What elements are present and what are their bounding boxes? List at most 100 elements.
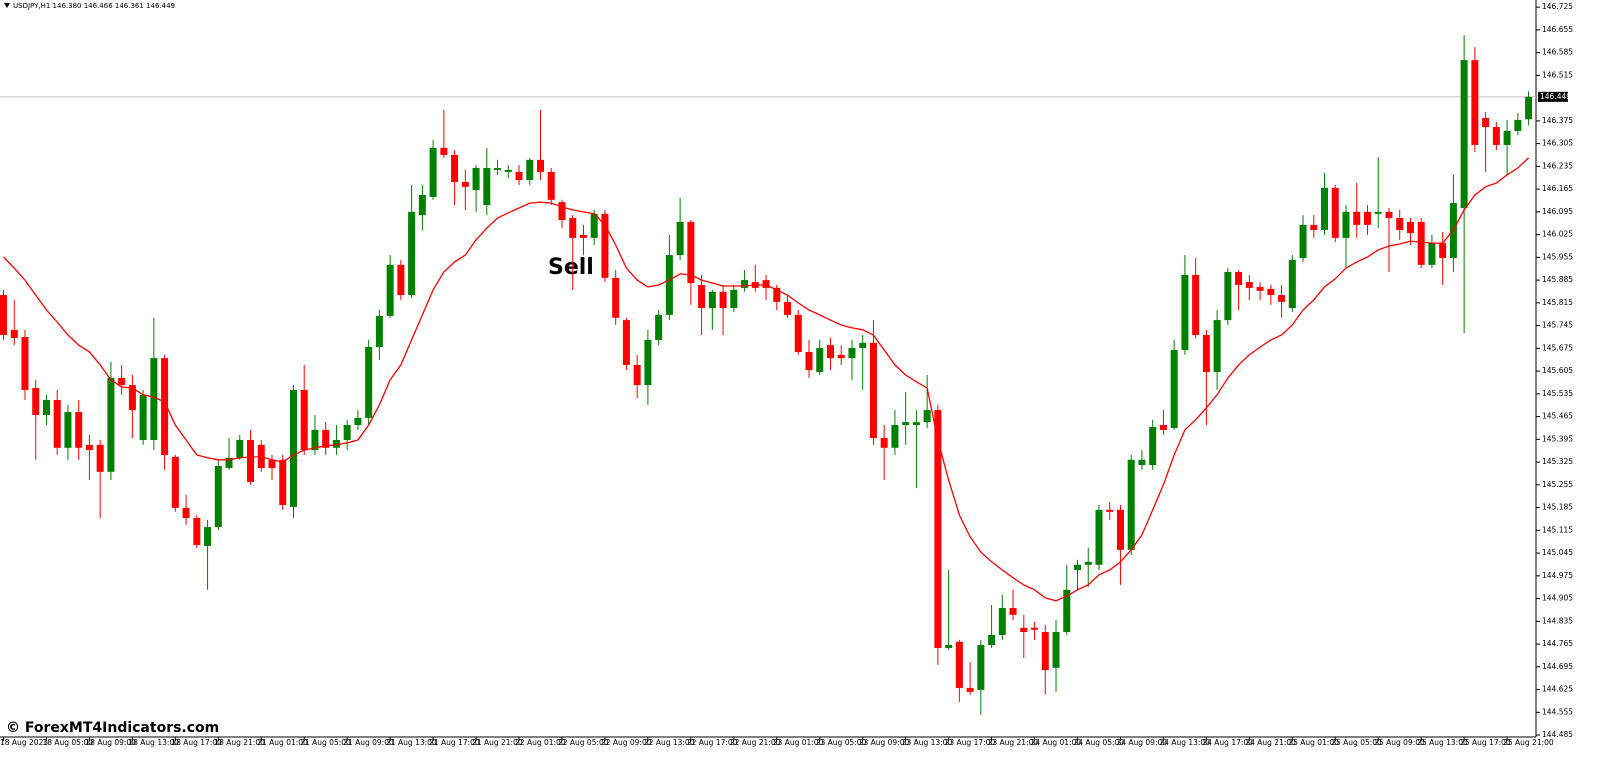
candle-body	[1235, 271, 1243, 285]
candle-body	[268, 459, 276, 468]
candle-body	[1213, 320, 1221, 373]
candle-body	[1396, 218, 1404, 231]
candle-body	[633, 364, 641, 386]
candle-body	[869, 342, 877, 439]
candle-body	[1417, 221, 1425, 265]
candle-body	[375, 315, 383, 348]
y-tick-label: 144.975	[1542, 571, 1573, 580]
x-tick-label: 25 Aug 17:00	[1460, 738, 1511, 747]
candle-body	[730, 289, 738, 309]
y-tick-label: 145.605	[1542, 366, 1573, 375]
price-label: 146.449	[1540, 92, 1571, 101]
candle-body	[655, 314, 663, 340]
sell-annotation: Sell	[548, 255, 594, 280]
candle-body	[569, 218, 577, 238]
candle-body	[53, 400, 61, 448]
candle-body	[461, 181, 469, 187]
x-tick-label: 21 Aug 09:00	[343, 738, 394, 747]
menu-arrow	[4, 3, 10, 8]
x-tick-label: 25 Aug 13:00	[1417, 738, 1468, 747]
x-tick-label: 22 Aug 21:00	[730, 738, 781, 747]
candle-body	[128, 385, 136, 411]
candle-body	[1149, 426, 1157, 466]
candle-body	[1439, 243, 1447, 259]
candle-body	[912, 422, 920, 426]
candle-body	[247, 439, 255, 482]
candle-body	[1074, 564, 1081, 570]
candle-body	[1471, 60, 1479, 145]
candle-body	[1138, 459, 1146, 466]
candle-body	[622, 320, 630, 365]
x-tick-label: 24 Aug 09:00	[1116, 738, 1167, 747]
candle-body	[451, 155, 459, 182]
candle-body	[96, 444, 104, 472]
price-label-box	[1538, 91, 1568, 102]
candle-body	[741, 280, 749, 288]
candle-body	[1514, 119, 1522, 131]
candle-body	[32, 387, 40, 415]
y-tick-label: 144.555	[1542, 707, 1573, 716]
x-tick-label: 24 Aug 21:00	[1245, 738, 1296, 747]
candle-body	[955, 641, 963, 688]
candle-body	[794, 314, 802, 352]
candle-body	[526, 159, 534, 181]
candle-body	[1041, 632, 1049, 671]
candle-body	[1288, 259, 1296, 309]
candle-body	[1503, 130, 1511, 145]
candle-body	[397, 264, 405, 296]
chart-header: USDJPY,H1 146.380 146.466 146.361 146.44…	[13, 2, 175, 10]
x-tick-label: 18 Aug 05:00	[42, 738, 93, 747]
candle-body	[1363, 211, 1371, 225]
candle-body	[1353, 211, 1361, 225]
candle-body	[1385, 211, 1393, 219]
candle-body	[1031, 627, 1039, 630]
x-tick-label: 21 Aug 17:00	[429, 738, 480, 747]
candle-body	[236, 439, 244, 458]
y-tick-label: 144.695	[1542, 662, 1573, 671]
candle-body	[1278, 295, 1286, 302]
candle-body	[601, 213, 609, 278]
candle-body	[225, 457, 233, 468]
candle-body	[1460, 60, 1468, 208]
candle-body	[1009, 607, 1017, 615]
y-tick-label: 146.375	[1542, 116, 1573, 125]
candle-body	[1020, 627, 1028, 633]
y-tick-label: 145.395	[1542, 434, 1573, 443]
candle-body	[891, 425, 899, 448]
x-tick-label: 25 Aug 09:00	[1374, 738, 1425, 747]
candle-body	[1492, 127, 1500, 145]
candle-body	[161, 358, 169, 455]
candle-body	[612, 277, 620, 318]
candle-body	[719, 291, 727, 309]
candle-body	[204, 527, 212, 546]
candle-body	[880, 438, 888, 448]
candle-body	[998, 607, 1006, 635]
candle-body	[1267, 288, 1275, 296]
y-tick-label: 144.485	[1542, 730, 1573, 739]
candle-body	[1299, 224, 1307, 259]
x-tick-label: 23 Aug 09:00	[859, 738, 910, 747]
candle-body	[676, 221, 684, 256]
y-tick-label: 146.585	[1542, 48, 1573, 57]
candle-body	[332, 439, 340, 448]
candle-body	[289, 389, 297, 507]
candle-body	[1159, 425, 1167, 430]
candle-body	[85, 444, 93, 451]
candle-body	[837, 354, 845, 359]
x-tick-label: 23 Aug 17:00	[945, 738, 996, 747]
candle-body	[365, 347, 373, 418]
candle-body	[1482, 117, 1490, 128]
x-tick-label: 24 Aug 01:00	[1031, 738, 1082, 747]
x-tick-label: 24 Aug 13:00	[1159, 738, 1210, 747]
candle-body	[139, 394, 147, 440]
x-tick-label: 22 Aug 05:00	[558, 738, 609, 747]
y-tick-label: 145.465	[1542, 412, 1573, 421]
candle-body	[537, 159, 544, 172]
candle-body	[644, 339, 652, 386]
candle-body	[300, 389, 308, 451]
candle-body	[1127, 459, 1135, 550]
candle-body	[1052, 632, 1060, 668]
candle-body	[75, 412, 83, 448]
